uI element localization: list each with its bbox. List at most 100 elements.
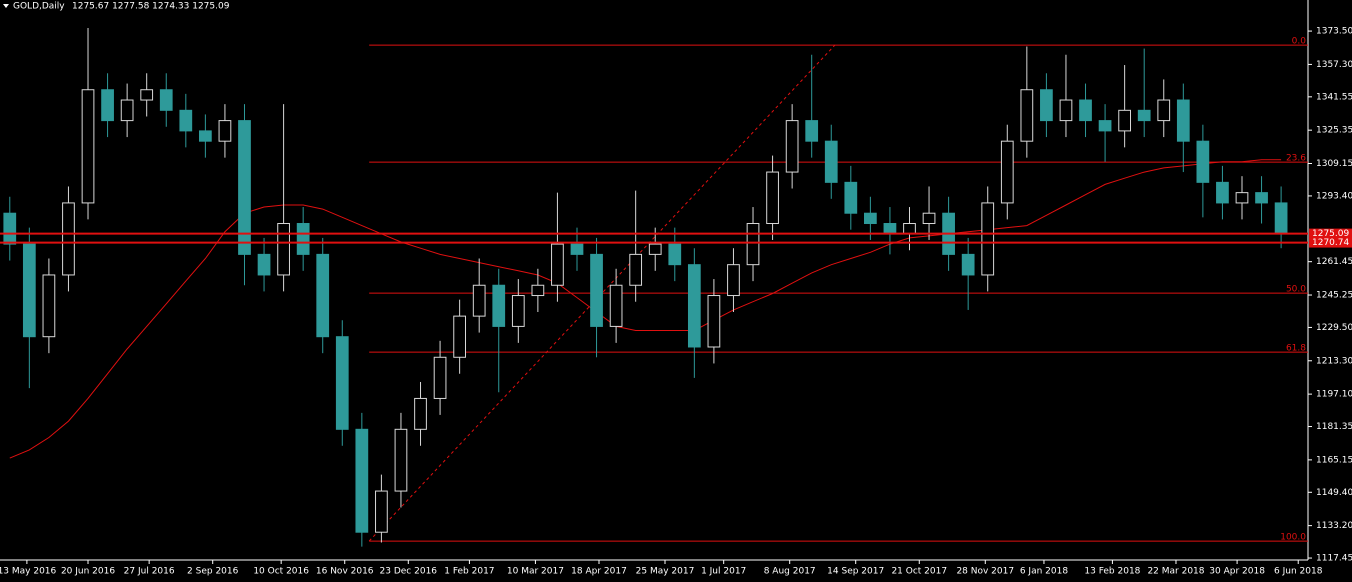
candle-body [1079, 99, 1092, 122]
candle-body [179, 109, 193, 132]
candle-body [218, 120, 232, 142]
candle-body [492, 284, 506, 327]
x-tick-label: 13 Feb 2018 [1084, 567, 1140, 577]
candle-body [433, 356, 447, 399]
y-tick-label: 1181.35 [1316, 422, 1352, 432]
candle-body [1137, 109, 1151, 122]
candle-body [1118, 109, 1132, 132]
candle-body [453, 315, 467, 358]
x-tick-label: 20 Jun 2016 [61, 567, 115, 577]
moving-average [9, 159, 1282, 459]
candle-body [1255, 192, 1268, 204]
y-tick-label: 1213.30 [1316, 356, 1352, 366]
candle-body [648, 243, 662, 255]
symbol-title: GOLD,Daily [13, 2, 65, 12]
fib-label: 23.6 [1286, 154, 1306, 164]
candle-body [159, 89, 173, 111]
candle-body [785, 120, 799, 173]
candle-body [844, 181, 858, 214]
x-tick-label: 2 Sep 2016 [187, 567, 239, 577]
candle-body [335, 336, 349, 430]
y-tick-label: 1229.50 [1316, 323, 1352, 333]
candle-body [531, 284, 545, 297]
candle-body [824, 140, 838, 183]
y-tick-label: 1325.35 [1316, 126, 1352, 136]
candle-body [883, 223, 897, 235]
fib-label: 100.0 [1280, 533, 1306, 543]
candle-body [668, 243, 682, 266]
x-tick-label: 21 Oct 2017 [891, 567, 947, 577]
y-tick-label: 1309.15 [1316, 159, 1352, 169]
x-tick-label: 1 Jul 2017 [701, 567, 746, 577]
candle-body [746, 223, 760, 266]
candle-body [140, 89, 154, 101]
candle-body [1235, 192, 1249, 204]
candle-body [981, 202, 995, 276]
candle-body [42, 274, 56, 338]
candle-body [296, 223, 310, 255]
candle-body [551, 243, 564, 286]
x-tick-label: 14 Sep 2017 [827, 567, 884, 577]
candle-body [864, 212, 877, 225]
ohlc-text: 1275.67 1277.58 1274.33 1275.09 [72, 2, 230, 12]
candle-body [1040, 89, 1053, 122]
y-tick-label: 1357.30 [1316, 60, 1352, 70]
price-tag [1309, 228, 1352, 239]
candle-body [101, 89, 114, 122]
y-tick-label: 1245.25 [1316, 291, 1352, 301]
x-tick-label: 10 Oct 2016 [253, 567, 309, 577]
price-tag-label: 1270.74 [1312, 238, 1349, 248]
y-tick-label: 1293.40 [1316, 191, 1352, 201]
candle-body [922, 212, 936, 225]
candle-body [81, 89, 95, 204]
fib-label: 0.0 [1292, 37, 1307, 47]
candle-body [511, 295, 525, 327]
x-tick-label: 25 May 2017 [636, 567, 695, 577]
candle-body [472, 284, 486, 317]
y-tick-label: 1133.20 [1316, 521, 1352, 531]
candle-body [1020, 89, 1034, 142]
candle-body [1176, 99, 1190, 142]
candle-body [1098, 120, 1112, 132]
candle-body [277, 223, 290, 276]
candle-body [1157, 99, 1171, 122]
menu-arrow[interactable] [3, 4, 9, 8]
y-tick-label: 1149.40 [1316, 488, 1352, 498]
price-tag [1309, 237, 1352, 248]
candle-body [120, 99, 134, 122]
candle-body [590, 253, 603, 327]
candle-body [707, 295, 721, 348]
x-tick-label: 22 Mar 2018 [1147, 567, 1204, 577]
candle-body [257, 253, 271, 276]
candle-body [62, 202, 75, 276]
x-tick-label: 16 Nov 2016 [316, 567, 374, 577]
price-tag-label: 1275.09 [1312, 229, 1349, 239]
candle-body [1274, 202, 1288, 235]
candle-body [199, 130, 212, 142]
candle-body [22, 243, 36, 338]
x-tick-label: 23 Dec 2016 [380, 567, 438, 577]
candle-body [355, 428, 369, 533]
candle-body [805, 120, 819, 142]
candle-body [238, 120, 251, 255]
y-tick-label: 1373.50 [1316, 27, 1352, 37]
candle-body [629, 253, 643, 286]
x-tick-label: 18 Apr 2017 [571, 567, 627, 577]
candle-body [570, 243, 584, 255]
x-tick-label: 6 Jan 2018 [1020, 567, 1068, 577]
x-tick-label: 13 May 2016 [0, 567, 57, 577]
x-tick-label: 27 Jul 2016 [124, 567, 175, 577]
y-tick-label: 1261.45 [1316, 257, 1352, 267]
candle-body [1196, 140, 1210, 183]
candle-body [609, 284, 623, 327]
candle-body [3, 212, 17, 245]
candle-body [414, 397, 427, 430]
fib-label: 50.0 [1286, 285, 1306, 295]
x-tick-label: 6 Jun 2018 [1274, 567, 1323, 577]
candle-body [1000, 140, 1014, 204]
candle-body [316, 253, 330, 338]
x-tick-label: 28 Nov 2017 [956, 567, 1014, 577]
fib-label: 61.8 [1286, 344, 1306, 354]
